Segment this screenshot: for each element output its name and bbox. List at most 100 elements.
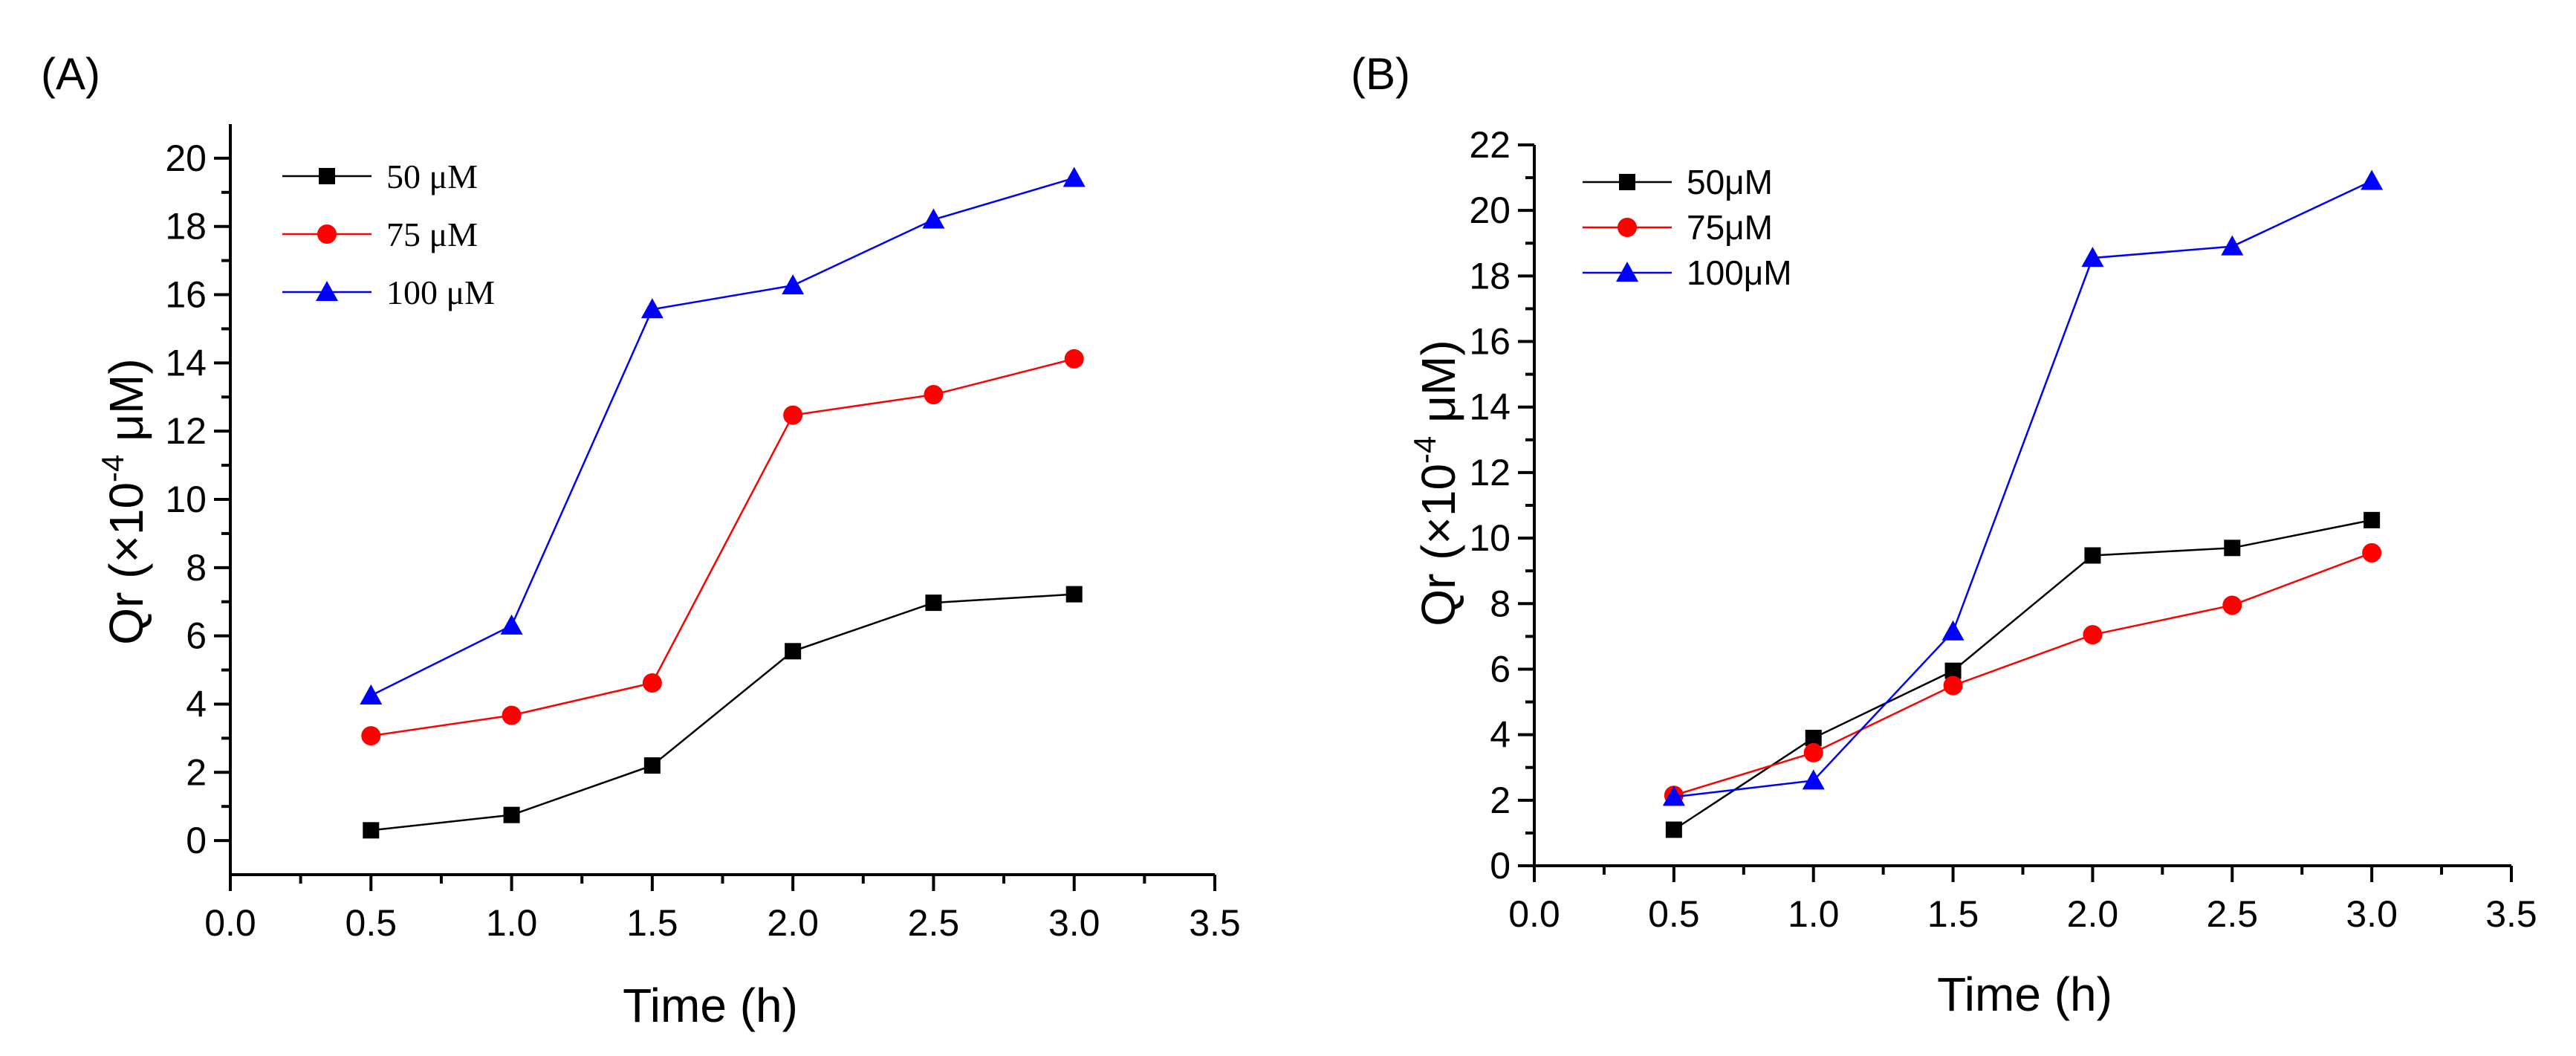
panel-b-series-1-point bbox=[1943, 676, 1963, 696]
panel-a-y-tick-label: 12 bbox=[165, 410, 207, 452]
panel-b-series-1-point bbox=[1803, 742, 1823, 762]
panel-a-y-tick-label: 2 bbox=[186, 751, 207, 793]
panel-a-series-2-point bbox=[360, 684, 383, 704]
panel-a-x-tick-label: 2.0 bbox=[767, 902, 819, 944]
panel-a-x-axis-title: Time (h) bbox=[623, 979, 798, 1032]
panel-a-series-0-point bbox=[643, 757, 661, 774]
panel-a-legend-2-label: 100 μM bbox=[386, 273, 495, 311]
panel-b-x-tick-label: 0.5 bbox=[1648, 893, 1700, 935]
panel-a-series-0-point bbox=[1065, 586, 1083, 603]
panel-b-series-2-point bbox=[2081, 247, 2104, 268]
panel-b-series-0-point bbox=[2364, 511, 2381, 528]
panel-b-x-tick-label: 3.5 bbox=[2485, 893, 2537, 935]
panel-b-series-2-point bbox=[2221, 235, 2244, 256]
panel-b-x-tick-label: 2.5 bbox=[2207, 893, 2259, 935]
panel-b-series-1-point bbox=[2083, 625, 2103, 645]
panel-a-x-tick-label: 1.0 bbox=[486, 902, 538, 944]
panel-b-series-0-point bbox=[2224, 540, 2241, 557]
panel-a-series-0-point bbox=[925, 595, 942, 612]
panel-a-y-tick-label: 20 bbox=[165, 137, 207, 179]
panel-b-legend-1-marker bbox=[1618, 218, 1637, 237]
panel-a-x-tick-label: 2.5 bbox=[908, 902, 960, 944]
panel-b-series-1-line bbox=[1673, 551, 2372, 797]
panel-a-x-tick-label: 0.0 bbox=[204, 902, 256, 944]
panel-a-y-tick-label: 10 bbox=[165, 479, 207, 520]
panel-a-series-0-point bbox=[503, 806, 520, 823]
panel-a-x-tick-label: 3.5 bbox=[1189, 902, 1241, 944]
panel-b-y-tick-label: 8 bbox=[1490, 583, 1511, 624]
panel-a-y-tick-label: 14 bbox=[165, 342, 207, 383]
panel-b-series-2-point bbox=[1662, 785, 1685, 806]
panel-a-series-0-line bbox=[371, 593, 1074, 832]
panel-b-y-tick-label: 6 bbox=[1490, 648, 1511, 690]
panel-a-series-1-point bbox=[783, 405, 803, 425]
panel-a-legend-1-marker bbox=[317, 224, 337, 244]
panel-a-y-tick-label: 0 bbox=[186, 820, 207, 861]
panel-a-series-2-point bbox=[640, 298, 664, 319]
panel-a-series bbox=[360, 166, 1086, 839]
panel-b-series-0-point bbox=[2084, 547, 2101, 564]
panel-a-series-1-point bbox=[1064, 349, 1084, 369]
panel-b-y-tick-label: 22 bbox=[1469, 124, 1511, 166]
panel-b-legend-0-label: 50μM bbox=[1687, 163, 1773, 201]
panel-a-y-axis-title: Qr (×10-4 μM) bbox=[95, 358, 153, 644]
panel-a-series-2-point bbox=[1062, 166, 1086, 187]
panel-a-series-2-point bbox=[782, 274, 805, 295]
panel-a-series-1-point bbox=[642, 673, 662, 693]
panel-b-series-1-point bbox=[2222, 595, 2242, 615]
panel-b-series-2-point bbox=[1941, 620, 1965, 641]
panel-b-legend-2-marker bbox=[1616, 262, 1638, 282]
panel-b-y-tick-label: 10 bbox=[1469, 517, 1511, 559]
panel-a-legend-0-label: 50 μM bbox=[386, 158, 478, 195]
panel-a-y-tick-label: 6 bbox=[186, 615, 207, 657]
panel-b-y-tick-label: 2 bbox=[1490, 780, 1511, 821]
panel-a-y-tick-label: 4 bbox=[186, 683, 207, 725]
panel-a-legend-0-marker bbox=[319, 168, 335, 184]
panel-b-chart: (B) 0.0 0.5 1.0 1.5 2.0 2.5 3.0 3.5 0 2 4 6 8 10 12 14… bbox=[1351, 49, 2537, 1021]
panel-a-x-tick-label: 3.0 bbox=[1048, 902, 1100, 944]
panel-a-series-1-point bbox=[924, 385, 944, 405]
panel-b-series-2-point bbox=[1802, 769, 1825, 790]
panel-a-y-tick-label: 16 bbox=[165, 274, 207, 316]
panel-b-y-ticks: 0 2 4 6 8 10 12 14 16 18 20 22 bbox=[1469, 124, 1534, 887]
panel-a-legend-1-label: 75 μM bbox=[386, 216, 478, 253]
panel-a-x-tick-label: 0.5 bbox=[345, 902, 398, 944]
panel-b-y-tick-label: 20 bbox=[1469, 190, 1511, 231]
panel-b-x-tick-label: 3.0 bbox=[2346, 893, 2398, 935]
panel-b-series-0-point bbox=[1665, 821, 1682, 838]
panel-a-legend: 50 μM 75 μM 100 μM bbox=[282, 158, 495, 311]
panel-a-y-tick-label: 8 bbox=[186, 547, 207, 589]
panel-b-y-tick-label: 16 bbox=[1469, 321, 1511, 363]
panel-b-series bbox=[1662, 169, 2384, 838]
panel-a-label: (A) bbox=[41, 49, 100, 99]
panel-b-series-2-line bbox=[1673, 180, 2372, 798]
panel-b-series-0-point bbox=[1805, 730, 1822, 747]
panel-b-series-2-point bbox=[2361, 169, 2384, 190]
panel-b-y-tick-label: 18 bbox=[1469, 255, 1511, 297]
panel-a-y-ticks: 0 2 4 6 8 10 12 14 16 18 20 bbox=[165, 137, 230, 861]
panel-a-series-2-line bbox=[370, 177, 1075, 697]
panel-b-x-tick-label: 0.0 bbox=[1508, 893, 1560, 935]
panel-b-x-tick-label: 2.0 bbox=[2067, 893, 2119, 935]
panel-b-y-tick-label: 12 bbox=[1469, 452, 1511, 493]
panel-a-chart: (A) 0.0 0.5 1.0 1.5 2.0 2.5 3.0 3.5 0 2 4 6 8 10 12 14… bbox=[41, 49, 1241, 1032]
panel-a-axes bbox=[229, 124, 1215, 876]
panel-b-legend-0-marker bbox=[1619, 174, 1635, 190]
panel-a-x-tick-label: 1.5 bbox=[626, 902, 678, 944]
panel-b-series-0-point bbox=[1944, 662, 1962, 679]
panel-b-legend-2-label: 100μM bbox=[1687, 253, 1792, 292]
panel-a-series-2-point bbox=[500, 614, 523, 635]
panel-a-series-1-point bbox=[502, 705, 522, 725]
panel-a-series-1-line bbox=[371, 357, 1075, 737]
panel-a-series-2-point bbox=[922, 208, 945, 229]
panel-b-y-tick-label: 14 bbox=[1469, 386, 1511, 428]
panel-b-legend: 50μM 75μM 100μM bbox=[1583, 163, 1792, 292]
panel-a-y-tick-label: 18 bbox=[165, 206, 207, 247]
panel-a-x-ticks: 0.0 0.5 1.0 1.5 2.0 2.5 3.0 3.5 bbox=[204, 875, 1241, 944]
panel-b-y-axis-title: Qr (×10-4 μM) bbox=[1407, 340, 1465, 626]
panel-a-series-1-point bbox=[361, 726, 381, 746]
panel-b-x-ticks: 0.0 0.5 1.0 1.5 2.0 2.5 3.0 3.5 bbox=[1508, 866, 2537, 935]
panel-b-y-tick-label: 4 bbox=[1490, 714, 1511, 756]
panel-a-legend-2-marker bbox=[316, 281, 338, 301]
